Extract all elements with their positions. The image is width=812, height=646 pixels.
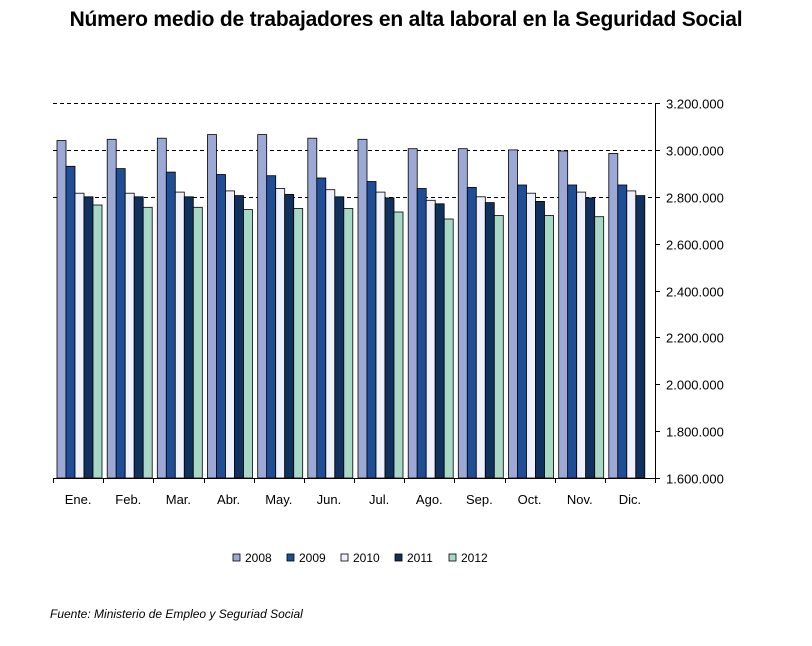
bar-2008-10 (558, 150, 569, 479)
bar-2012-8 (493, 215, 504, 479)
legend-label-2009: 2009 (299, 551, 326, 565)
x-tick-label: Ene. (65, 492, 92, 507)
bar-2012-6 (393, 211, 404, 479)
source-note: Fuente: Ministerio de Empleo y Seguriad … (50, 607, 303, 621)
bar-2011-6 (384, 197, 395, 479)
legend-label-2012: 2012 (461, 551, 488, 565)
bar-2010-0 (74, 192, 85, 479)
x-tick-label: Dic. (619, 492, 641, 507)
x-tick-label: Feb. (115, 492, 141, 507)
bar-2009-4 (266, 175, 277, 479)
legend-label-2010: 2010 (353, 551, 380, 565)
x-tick-label: Mar. (166, 492, 191, 507)
bar-2010-5 (325, 189, 336, 479)
bar-2010-10 (576, 191, 587, 479)
bar-2011-10 (585, 197, 596, 479)
bar-2012-3 (243, 209, 253, 479)
bar-2012-1 (142, 206, 153, 479)
y-tick-label: 3.000.000 (666, 144, 724, 159)
bar-2008-5 (307, 137, 318, 479)
bar-2008-4 (257, 134, 268, 479)
legend-swatch-2008 (232, 553, 241, 562)
bar-2009-0 (65, 165, 76, 479)
bar-2008-9 (508, 149, 518, 479)
bar-2008-3 (207, 134, 217, 479)
x-tick-label: Abr. (217, 492, 240, 507)
y-tick-label: 2.800.000 (666, 191, 724, 206)
y-tick-label: 2.200.000 (666, 331, 724, 346)
bar-2009-5 (316, 177, 327, 479)
bar-2011-11 (635, 195, 646, 479)
bar-2011-9 (535, 200, 545, 479)
y-tick-label: 1.800.000 (666, 425, 724, 440)
bar-2011-0 (83, 196, 94, 479)
y-tick-label: 2.600.000 (666, 238, 724, 253)
x-tick-label: Ago. (416, 492, 443, 507)
legend-label-2011: 2011 (407, 551, 433, 565)
bar-2011-1 (133, 196, 144, 479)
bar-2008-11 (608, 152, 619, 479)
y-tick-label: 2.000.000 (666, 378, 724, 393)
bar-2008-6 (357, 138, 368, 479)
bar-2010-6 (375, 191, 386, 479)
bar-2010-2 (174, 191, 185, 479)
chart-title: Número medio de trabajadores en alta lab… (69, 8, 743, 31)
y-tick-label: 2.400.000 (666, 285, 724, 300)
bar-2010-9 (526, 192, 536, 479)
bar-2011-7 (434, 203, 445, 479)
bar-2010-3 (225, 190, 235, 479)
x-tick-label: Jun. (317, 492, 342, 507)
bar-2009-7 (416, 188, 427, 479)
bar-2010-1 (124, 192, 135, 479)
bar-2012-10 (594, 216, 605, 479)
bar-2009-10 (567, 184, 578, 479)
bar-2012-9 (544, 215, 554, 479)
bar-2012-4 (293, 208, 304, 479)
bar-2008-7 (407, 148, 418, 479)
bar-2009-1 (115, 168, 126, 479)
bar-2011-4 (284, 193, 295, 479)
bar-2010-8 (475, 196, 486, 479)
bar-2010-11 (626, 190, 637, 479)
y-tick-label: 1.600.000 (666, 472, 724, 487)
bar-2012-2 (192, 206, 203, 479)
bar-2009-8 (466, 186, 477, 479)
x-tick-label: Nov. (567, 492, 593, 507)
bar-2010-7 (425, 199, 436, 479)
bar-2009-2 (165, 171, 176, 479)
bar-2011-2 (183, 196, 194, 479)
bar-2009-11 (617, 184, 628, 479)
y-tick-label: 3.200.000 (666, 97, 724, 112)
bar-2012-0 (92, 204, 103, 479)
bar-2012-5 (343, 208, 354, 479)
x-tick-label: May. (265, 492, 292, 507)
legend-swatch-2011 (394, 553, 403, 562)
legend-swatch-2012 (448, 553, 457, 562)
bar-2008-8 (457, 148, 468, 479)
bar-2009-9 (517, 184, 527, 479)
bar-2012-7 (443, 218, 454, 479)
bar-2010-4 (275, 188, 286, 479)
bar-2011-5 (334, 196, 345, 479)
bar-2009-3 (216, 174, 226, 479)
bar-2011-3 (234, 195, 244, 479)
bar-2011-8 (484, 202, 495, 479)
bar-2008-1 (106, 138, 117, 479)
legend-label-2008: 2008 (245, 551, 272, 565)
bar-2008-2 (156, 137, 167, 479)
legend-swatch-2009 (286, 553, 295, 562)
legend-swatch-2010 (340, 553, 349, 562)
x-tick-label: Sep. (466, 492, 493, 507)
x-tick-label: Oct. (518, 492, 542, 507)
bar-2008-0 (56, 140, 67, 479)
x-tick-label: Jul. (369, 492, 389, 507)
bar-2009-6 (366, 181, 377, 479)
